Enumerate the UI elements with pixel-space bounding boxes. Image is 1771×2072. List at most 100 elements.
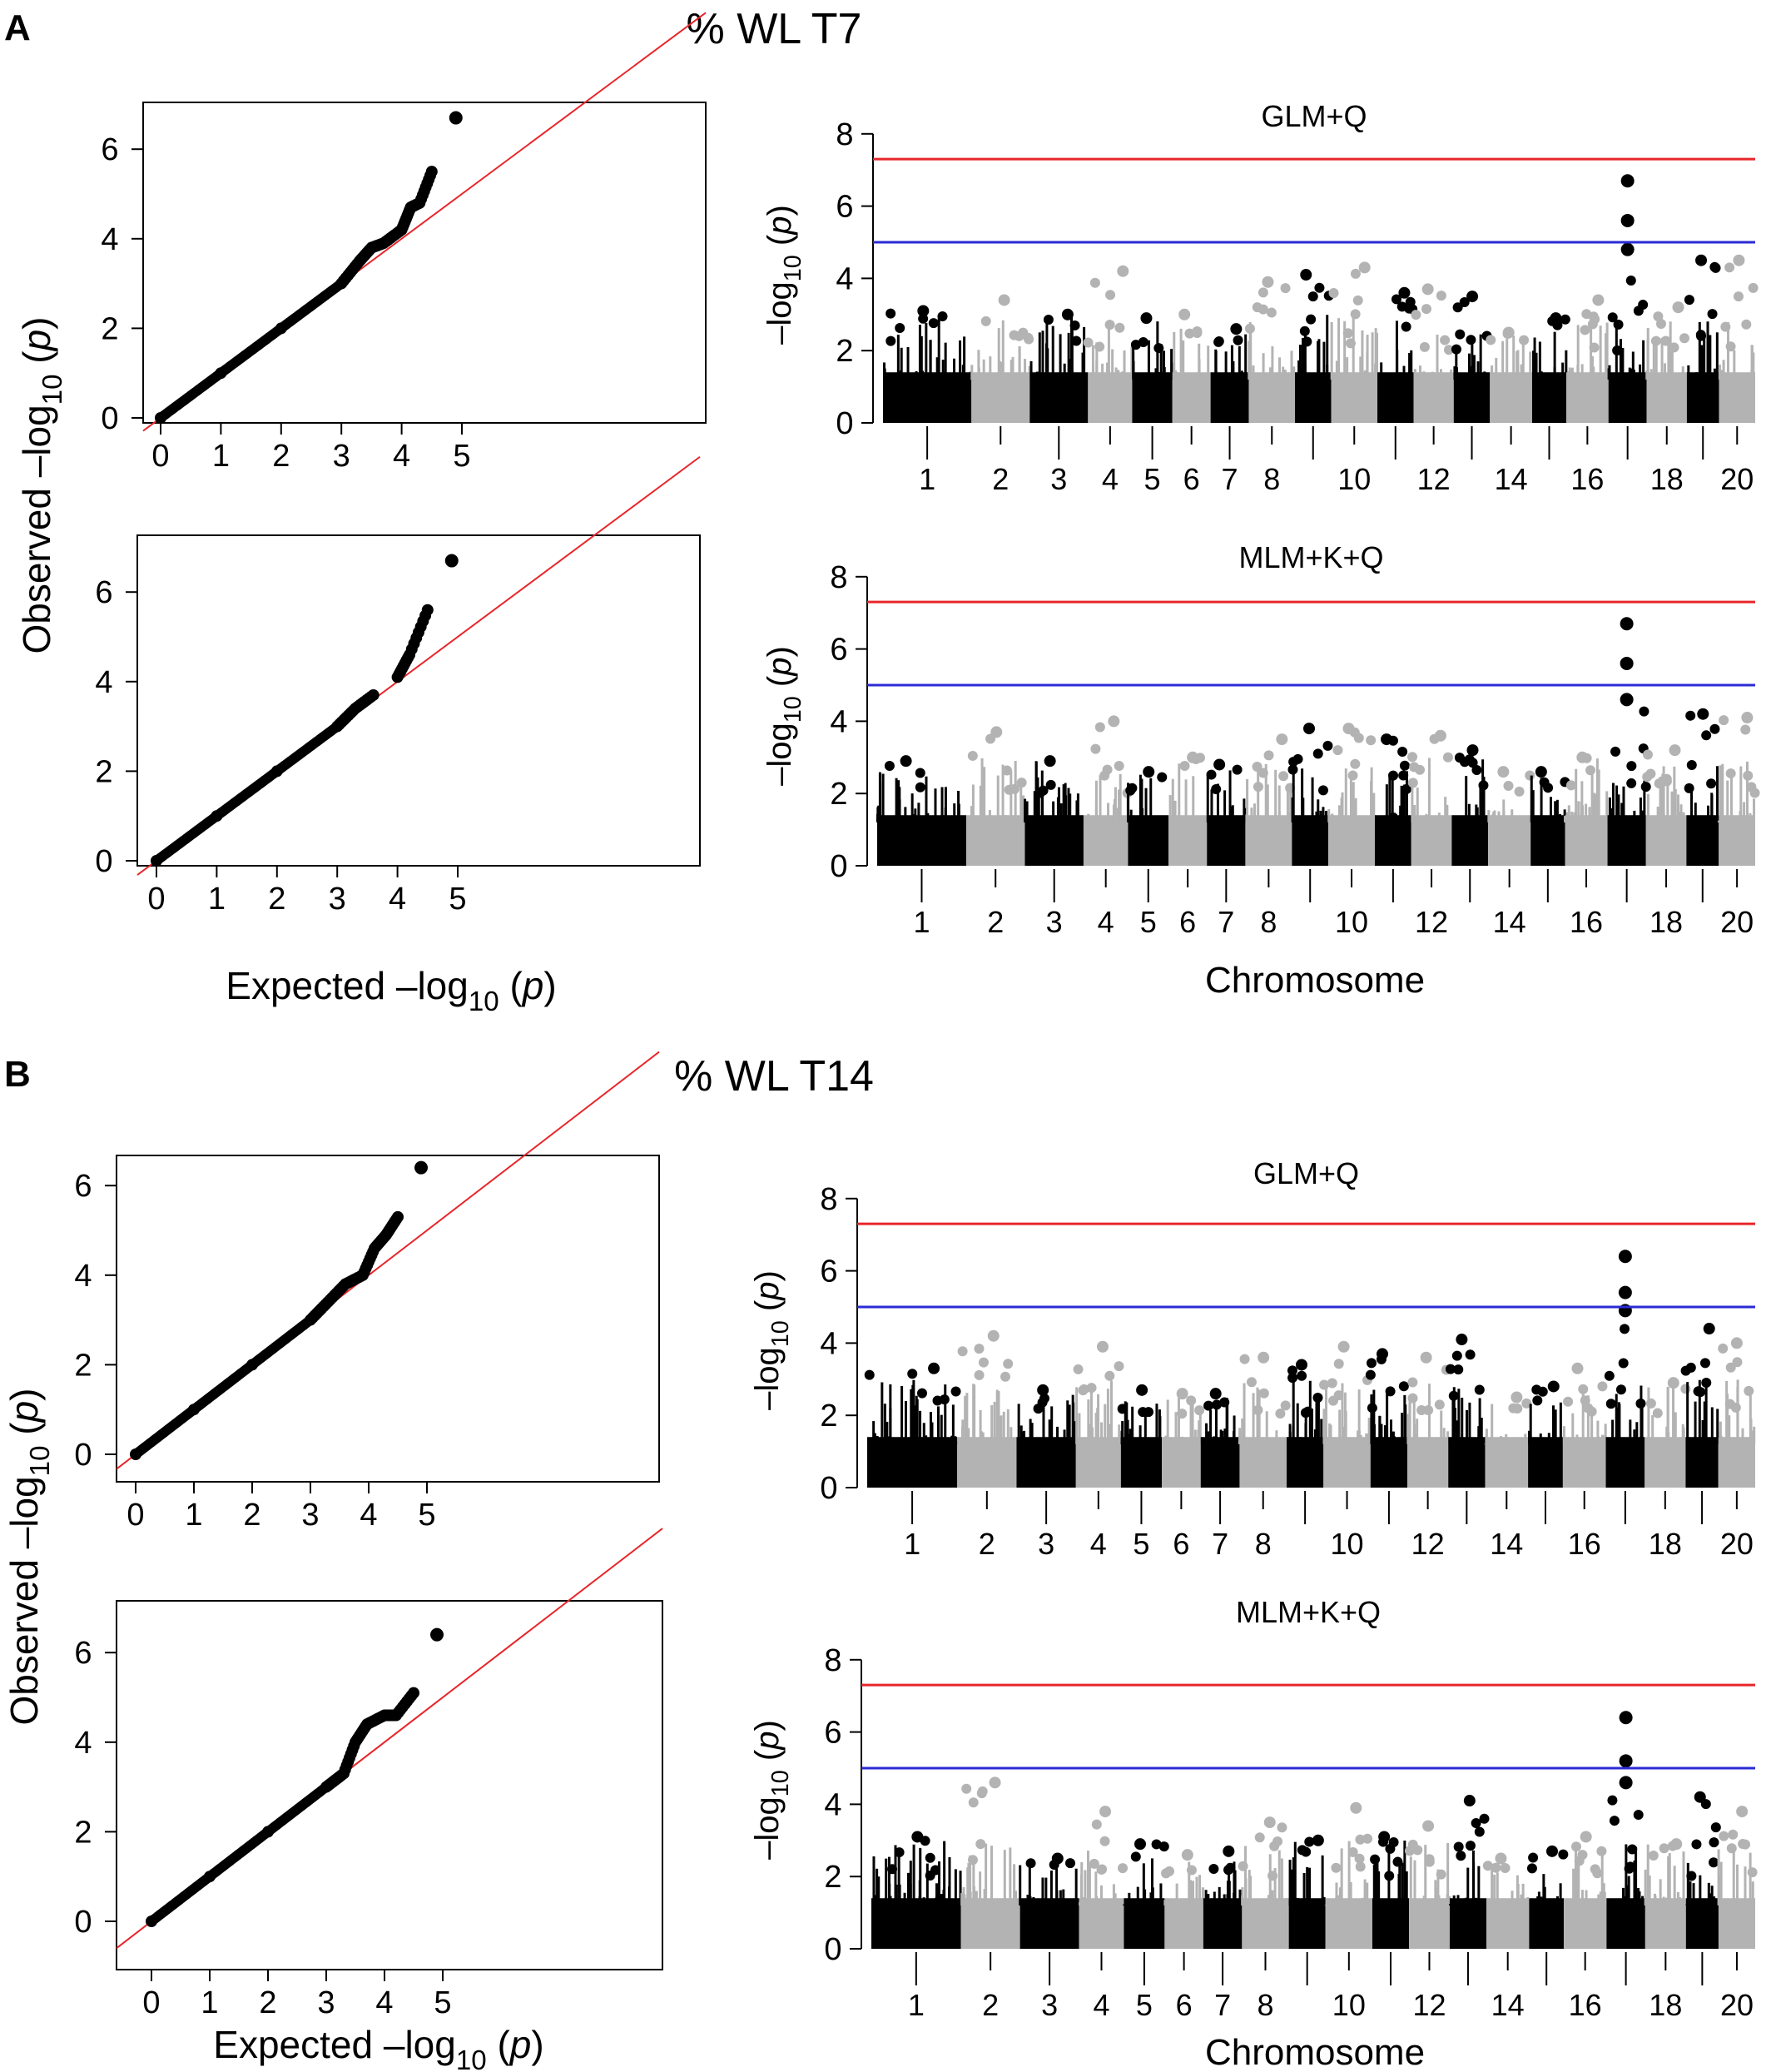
- b-bottom-man-peak-point: [1223, 1845, 1235, 1857]
- a-bottom-man-peak-point: [1342, 723, 1355, 735]
- a-bottom-man-point: [1347, 770, 1358, 781]
- a-top-man-peak-point: [1178, 308, 1191, 320]
- a-top-qq-point: [155, 412, 166, 424]
- a-top-man-chrom-15-base: [1531, 372, 1567, 423]
- b-bottom-man-chrom-4-base: [1079, 1898, 1124, 1949]
- a-bottom-man-point: [1749, 788, 1760, 798]
- a-bottom-qq-xtick-label: 4: [389, 882, 406, 917]
- a-top-man-ylabel: –log10 (p): [761, 205, 806, 345]
- b-top-qq-ytick-label: 6: [74, 1169, 92, 1204]
- b-top-man-top-hit: [1618, 1285, 1632, 1299]
- b-top-man-point: [1618, 1358, 1629, 1369]
- b-bottom-man-point: [1347, 1846, 1358, 1857]
- a-bottom-man-point: [1442, 752, 1453, 763]
- b-man-xlabel: Chromosome: [1205, 2032, 1425, 2072]
- a-bottom-man-chrom-5-base: [1128, 815, 1169, 866]
- b-top-man-chrom-label: 2: [979, 1527, 995, 1561]
- a-top-man-point: [1244, 323, 1255, 334]
- b-bottom-man-point: [1297, 1845, 1307, 1856]
- b-top-man-chrom-label: 6: [1173, 1527, 1189, 1561]
- a-top-man-top-hit: [1620, 213, 1635, 227]
- b-bottom-man-chrom-3-base: [1019, 1898, 1079, 1949]
- a-top-man-chrom-label: 10: [1337, 462, 1371, 496]
- b-top-man-chrom-label: 8: [1255, 1527, 1272, 1561]
- a-top-man-point: [1466, 335, 1476, 345]
- b-bottom-man-point: [1659, 1843, 1669, 1854]
- b-bottom-man-point: [968, 1797, 979, 1808]
- a-top-qq-point: [215, 367, 227, 380]
- b-top-man-point: [1701, 1377, 1712, 1388]
- a-top-man-point: [1342, 328, 1353, 339]
- a-top-man-point: [1192, 325, 1203, 336]
- a-top-man-point: [1650, 335, 1661, 346]
- b-bottom-man-point: [887, 1864, 898, 1875]
- a-top-man-point: [1588, 311, 1599, 322]
- b-bottom-qq-point: [430, 1627, 444, 1642]
- a-top-man-point: [1679, 333, 1689, 344]
- b-top-qq-xtick-label: 1: [185, 1498, 202, 1533]
- a-bottom-man-point: [1350, 758, 1361, 769]
- a-bottom-man-point: [1016, 778, 1027, 788]
- a-top-qq-plot: 0 1 2 3 4 5 0 2 4 6: [101, 12, 707, 474]
- a-top-man-chrom-label: 8: [1263, 462, 1280, 496]
- b-top-man-point: [1194, 1405, 1205, 1416]
- a-top-man-chrom-label: 18: [1650, 462, 1684, 496]
- b-bottom-qq-xtick-label: 3: [317, 1985, 335, 2020]
- a-top-man-chrom-13-base: [1453, 372, 1491, 423]
- b-top-man-chrom-3-base: [1016, 1437, 1076, 1488]
- b-bottom-man-point: [1254, 1832, 1265, 1843]
- b-bottom-man-point: [1355, 1861, 1366, 1872]
- b-top-man-ytick-label: 2: [820, 1399, 837, 1434]
- b-top-man-chrom-14-base: [1485, 1437, 1529, 1488]
- a-bottom-man-top-hit: [1620, 656, 1634, 670]
- a-top-man-chrom-18-base: [1646, 372, 1687, 423]
- a-top-man-peak-point: [998, 294, 1010, 306]
- a-bottom-man-point: [1388, 770, 1399, 781]
- b-top-man-point: [1086, 1383, 1097, 1394]
- b-top-man-point: [1177, 1409, 1188, 1419]
- b-bottom-man-chrom-15-base: [1529, 1898, 1564, 1949]
- a-bottom-man-peak-point: [1213, 758, 1226, 771]
- a-top-qq-ytick-label: 2: [101, 311, 118, 346]
- a-top-man-point: [1130, 340, 1141, 350]
- b-bottom-man-point: [1118, 1863, 1129, 1874]
- a-top-man-point: [1560, 314, 1570, 325]
- a-bottom-qq-frame: [136, 534, 701, 867]
- a-top-man-ytick-label: 0: [836, 406, 853, 441]
- a-top-man-point: [1612, 345, 1623, 355]
- b-top-man-peak-point: [1456, 1334, 1468, 1346]
- a-top-man-chrom-2-base: [971, 372, 1030, 423]
- b-bottom-man-point: [1130, 1851, 1141, 1862]
- a-bottom-man-peak-point: [1108, 715, 1120, 728]
- b-bottom-man-peak-point: [1312, 1834, 1324, 1846]
- a-top-man-peak-point: [1140, 312, 1153, 325]
- a-top-man-point: [1114, 322, 1125, 333]
- b-bottom-man-point: [1633, 1810, 1644, 1821]
- b-bottom-man-point: [1596, 1846, 1607, 1856]
- b-top-man-point: [1366, 1358, 1377, 1369]
- b-top-man-point: [1398, 1381, 1409, 1392]
- a-bottom-man-chrom-label: 14: [1493, 905, 1526, 939]
- b-top-man-point: [1186, 1395, 1197, 1406]
- b-top-man-point: [957, 1346, 968, 1357]
- b-bottom-man-chrom-12-base: [1409, 1898, 1450, 1949]
- b-bottom-man-peak-point: [1694, 1791, 1706, 1803]
- a-top-man-point: [1720, 321, 1731, 332]
- b-top-man-ytick-label: 8: [820, 1182, 837, 1217]
- a-bottom-man-point: [1094, 722, 1105, 733]
- b-bottom-qq-point: [146, 1915, 157, 1927]
- a-bottom-man-point: [1001, 765, 1012, 776]
- b-bottom-man-point: [1304, 1836, 1315, 1847]
- b-bottom-man-point: [925, 1852, 935, 1863]
- a-bottom-man-point: [1211, 783, 1222, 794]
- b-bottom-man-point: [1238, 1861, 1248, 1871]
- b-top-man-point: [1104, 1370, 1115, 1381]
- a-top-man-peak-point: [1230, 323, 1243, 335]
- b-top-man-chrom-17-base: [1605, 1437, 1645, 1488]
- b-bottom-man-peak-point: [1736, 1806, 1749, 1818]
- a-bottom-man-point: [1685, 710, 1696, 721]
- b-top-man-point: [1327, 1378, 1337, 1389]
- a-bottom-man-peak-point: [1276, 733, 1288, 746]
- a-bottom-man-top-hit: [1620, 617, 1634, 631]
